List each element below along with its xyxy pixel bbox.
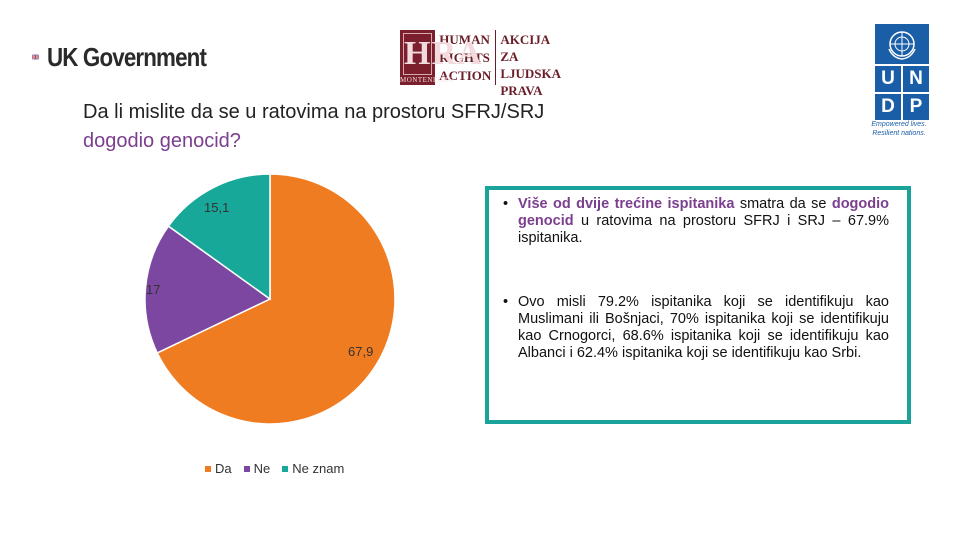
data-label: 15,1	[204, 200, 229, 215]
hra-logo: HRA MONTENEGRO HUMAN RIGHTS ACTION AKCIJ…	[400, 30, 565, 98]
hra-line: HUMAN	[439, 32, 490, 47]
legend-swatch	[243, 465, 250, 472]
legend-swatch	[282, 465, 289, 472]
hra-letters: HRA	[403, 33, 482, 75]
info-box: • Više od dvije trećine ispitanika smatr…	[485, 186, 911, 424]
legend-item: Ne znam	[282, 461, 344, 476]
legend-item: Da	[205, 461, 232, 476]
hra-local-name: AKCIJA ZA LJUDSKA PRAVA	[495, 30, 565, 98]
pie-slice-ne-znam	[167, 173, 271, 301]
bullet-dot: •	[503, 196, 509, 212]
pie-slice-da	[156, 173, 396, 425]
undp-tagline: Empowered lives. Resilient nations.	[871, 121, 927, 137]
undp-letter: P	[903, 94, 929, 120]
bullet-1: • Više od dvije trećine ispitanika smatr…	[503, 196, 890, 246]
title-line-2: dogodio genocid?	[83, 130, 241, 152]
bullet-2: • Ovo misli 79.2% ispitanika koji se ide…	[503, 294, 889, 362]
legend-label: Da	[215, 461, 232, 476]
uk-government-text: UK Government	[47, 41, 207, 72]
hra-line: RIGHTS	[439, 50, 490, 65]
hra-line: AKCIJA ZA	[500, 32, 550, 64]
bullet-dot: •	[503, 294, 509, 310]
uk-government-logo: UK Government	[32, 38, 232, 76]
un-emblem-icon	[875, 24, 929, 64]
legend-label: Ne znam	[292, 461, 345, 476]
title-line-1: Da li mislite da se u ratovima na prosto…	[83, 101, 545, 123]
union-jack-icon	[32, 54, 40, 60]
legend-label: Ne	[253, 461, 271, 476]
undp-letter: U	[875, 66, 901, 92]
pie-slice-ne	[144, 225, 272, 354]
data-label: 67,9	[348, 344, 373, 359]
highlight-text: dogodio genocid	[518, 196, 890, 229]
highlight-text: Više od dvije trećine ispitanika	[518, 196, 735, 212]
hra-line: ACTION	[439, 68, 492, 83]
bullet-2-text: Ovo misli 79.2% ispitanika koji se ident…	[518, 294, 889, 361]
slide-title: Da li mislite da se u ratovima na prosto…	[83, 98, 703, 156]
legend-swatch	[205, 465, 211, 472]
hra-english-name: HUMAN RIGHTS ACTION	[435, 30, 495, 85]
hra-line: LJUDSKA	[500, 66, 561, 81]
legend-item: Ne	[243, 461, 271, 476]
pie-chart-svg: 67,9 17 15,1	[144, 173, 396, 425]
undp-letter: N	[903, 66, 929, 92]
undp-letter: D	[875, 94, 901, 120]
hra-subtitle: MONTENEGRO	[400, 76, 454, 84]
pie-chart: 67,9 17 15,1	[120, 170, 420, 490]
undp-logo: U N D P Empowered lives. Resilient natio…	[864, 24, 934, 140]
chart-legend: Da Ne Ne znam	[205, 461, 344, 476]
data-label: 17	[146, 282, 160, 297]
hra-emblem: HRA MONTENEGRO	[400, 30, 482, 85]
hra-line: PRAVA	[500, 83, 543, 98]
